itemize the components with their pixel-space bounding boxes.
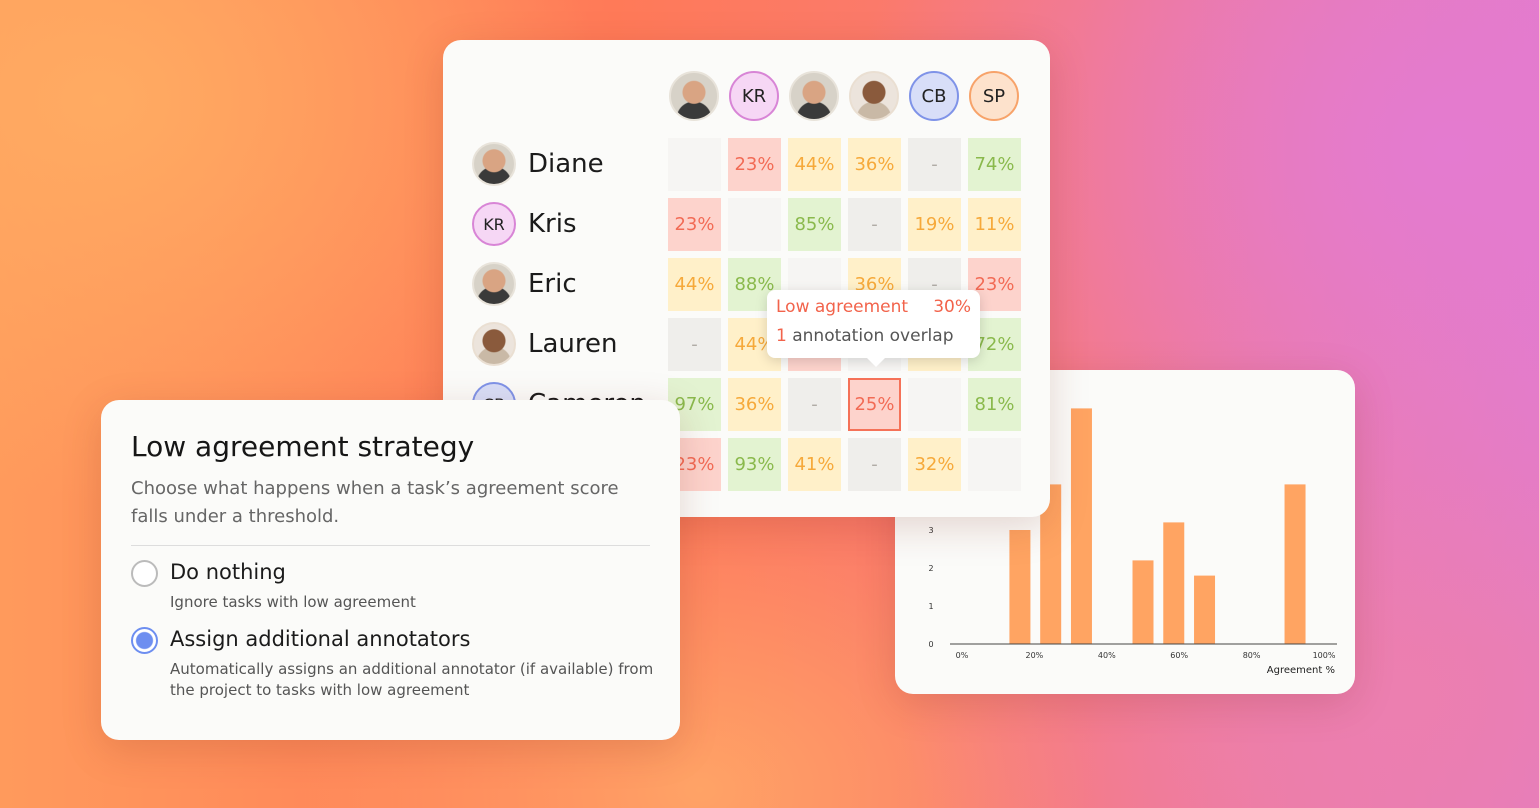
option-description: Automatically assigns an additional anno… (170, 660, 654, 699)
radio-do-nothing[interactable] (131, 560, 158, 587)
row-label: Diane (472, 142, 604, 186)
agreement-cell[interactable]: - (668, 318, 721, 371)
agreement-cell[interactable]: 36% (728, 378, 781, 431)
agreement-cell[interactable]: 93% (728, 438, 781, 491)
annotator-name: Eric (528, 269, 577, 299)
x-tick-label: 100% (1313, 651, 1336, 660)
tooltip-title: Low agreement (776, 297, 909, 317)
histogram-bar (1132, 560, 1154, 644)
x-tick-label: 80% (1243, 651, 1261, 660)
histogram-bar (1284, 484, 1306, 644)
x-tick-label: 20% (1026, 651, 1044, 660)
row-label: Eric (472, 262, 577, 306)
tooltip-value: 30% (933, 297, 971, 317)
agreement-cell[interactable]: 72% (968, 318, 1021, 371)
row-avatar (472, 142, 516, 186)
agreement-cell[interactable]: 74% (968, 138, 1021, 191)
row-label: Lauren (472, 322, 618, 366)
agreement-cell[interactable]: 85% (788, 198, 841, 251)
row-label: KR Kris (472, 202, 577, 246)
agreement-cell[interactable]: - (848, 198, 901, 251)
agreement-cell[interactable]: 25% (848, 378, 901, 431)
low-agreement-strategy-dialog: Low agreement strategy Choose what happe… (101, 400, 680, 740)
agreement-cell[interactable] (908, 378, 961, 431)
x-tick-label: 40% (1098, 651, 1116, 660)
agreement-cell[interactable]: - (908, 138, 961, 191)
row-avatar (472, 322, 516, 366)
divider (131, 545, 650, 546)
annotator-name: Lauren (528, 329, 618, 359)
column-avatar: KR (729, 71, 779, 121)
x-axis-label: Agreement % (1267, 665, 1335, 676)
agreement-cell[interactable]: 41% (788, 438, 841, 491)
option-label: Do nothing (170, 560, 286, 584)
x-tick-label: 60% (1170, 651, 1188, 660)
agreement-cell[interactable] (728, 198, 781, 251)
option-label: Assign additional annotators (170, 627, 471, 651)
dialog-title: Low agreement strategy (131, 430, 475, 463)
agreement-cell[interactable]: 11% (968, 198, 1021, 251)
radio-assign-additional-annotators[interactable] (131, 627, 158, 654)
agreement-cell[interactable] (968, 438, 1021, 491)
agreement-cell[interactable] (668, 138, 721, 191)
agreement-histogram-card: 0% 20% 40% 60% 80% 100% 0 1 2 3 Agreement % (895, 370, 1355, 694)
option-do-nothing[interactable]: Do nothing Ignore tasks with low agreeme… (131, 560, 650, 613)
row-avatar: KR (472, 202, 516, 246)
agreement-cell[interactable]: - (848, 438, 901, 491)
dialog-description: Choose what happens when a task’s agreem… (131, 478, 619, 527)
option-assign-additional-annotators[interactable]: Assign additional annotators Automatical… (131, 627, 653, 701)
x-tick-label: 0% (956, 651, 969, 660)
tooltip-count: 1 (776, 326, 787, 346)
column-avatar (789, 71, 839, 121)
agreement-histogram: 0% 20% 40% 60% 80% 100% 0 1 2 3 Agreement % (928, 408, 1337, 676)
annotator-name: Diane (528, 149, 604, 179)
agreement-cell[interactable]: 23% (728, 138, 781, 191)
agreement-cell[interactable]: 23% (668, 198, 721, 251)
column-avatar (849, 71, 899, 121)
row-avatar (472, 262, 516, 306)
agreement-cell[interactable]: - (788, 378, 841, 431)
agreement-cell[interactable]: 44% (788, 138, 841, 191)
column-avatar (669, 71, 719, 121)
tooltip-count-label: annotation overlap (792, 326, 954, 346)
agreement-cell[interactable]: 81% (968, 378, 1021, 431)
agreement-cell[interactable]: 36% (848, 138, 901, 191)
y-tick-label: 0 (928, 640, 933, 649)
option-description: Ignore tasks with low agreement (170, 593, 416, 611)
column-avatar: SP (969, 71, 1019, 121)
y-tick-label: 1 (928, 602, 933, 611)
histogram-bar (1009, 530, 1031, 644)
agreement-tooltip: Low agreement 30% 1 annotation overlap (767, 290, 980, 367)
histogram-bar (1194, 575, 1216, 644)
agreement-cell[interactable]: 32% (908, 438, 961, 491)
y-tick-label: 2 (928, 564, 933, 573)
column-avatar: CB (909, 71, 959, 121)
annotator-name: Kris (528, 209, 577, 239)
agreement-cell[interactable]: 19% (908, 198, 961, 251)
agreement-cell[interactable]: 44% (668, 258, 721, 311)
histogram-bar (1040, 484, 1062, 644)
histogram-bar (1163, 522, 1185, 644)
histogram-bar (1070, 408, 1092, 644)
y-tick-label: 3 (928, 526, 933, 535)
